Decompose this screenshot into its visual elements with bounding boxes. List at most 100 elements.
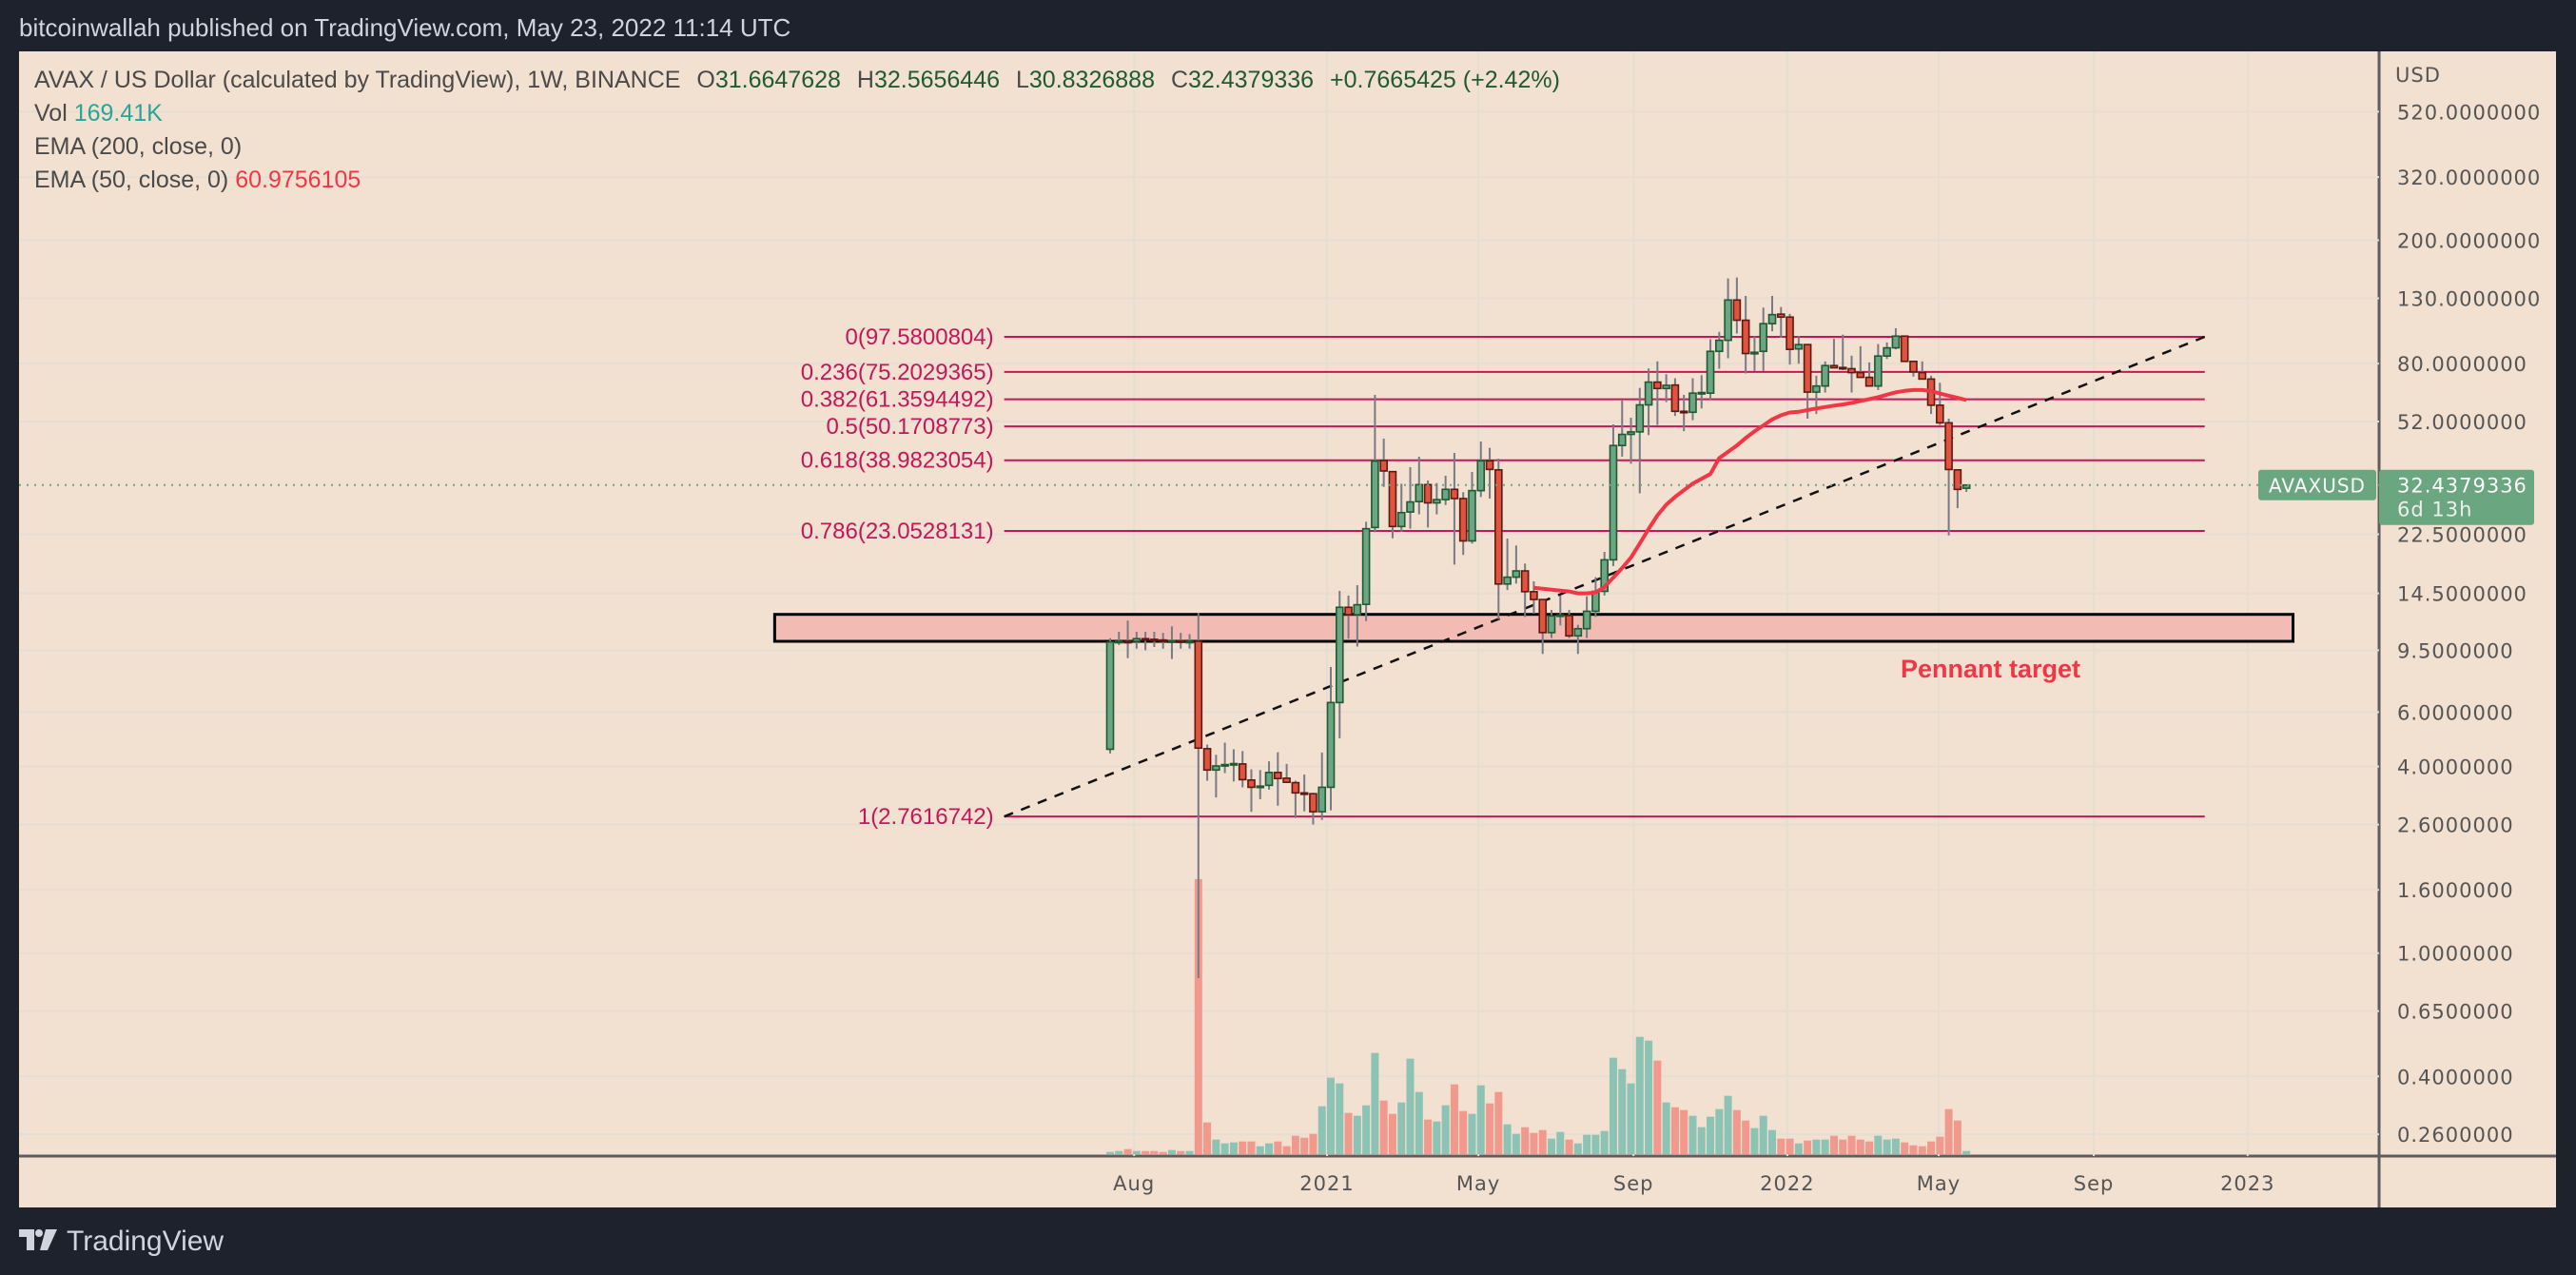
volume-bar — [1609, 1057, 1617, 1154]
volume-bar — [1239, 1141, 1247, 1154]
candle-body — [1485, 460, 1494, 471]
volume-bar — [1274, 1141, 1282, 1154]
volume-bar — [1583, 1134, 1591, 1154]
legend-ema200-row[interactable]: EMA (200, close, 0) — [34, 130, 1560, 164]
volume-bar — [1618, 1069, 1627, 1154]
candle-body — [1185, 640, 1194, 644]
candle-body — [1202, 748, 1212, 772]
volume-bar — [1909, 1145, 1918, 1154]
volume-bar — [1548, 1138, 1555, 1154]
candle-body — [1176, 639, 1185, 643]
price-axis-unit: USD — [2395, 64, 2441, 87]
footer: TradingView — [19, 1226, 224, 1258]
candle-body — [1891, 335, 1901, 349]
volume-bar — [1670, 1107, 1679, 1154]
close-value: 32.4379336 — [1188, 67, 1315, 93]
price-tick-label: 9.5000000 — [2397, 639, 2514, 662]
candle-body — [1874, 355, 1883, 387]
volume-bar — [1353, 1115, 1361, 1154]
candle-body — [1776, 313, 1786, 319]
volume-bar — [1512, 1133, 1520, 1154]
volume-bar — [1291, 1135, 1299, 1154]
price-tick-label: 1.0000000 — [2397, 943, 2514, 966]
volume-bar — [1327, 1077, 1335, 1154]
candle-body — [1520, 570, 1530, 593]
axes[interactable]: USD 520.0000000 320.0000000 200.0000000 130.… — [1113, 64, 2541, 1195]
price-tick-label: 2.6000000 — [2397, 814, 2514, 837]
candle-body — [1114, 640, 1123, 644]
fib-level-label: 0(97.5800804) — [845, 324, 993, 350]
volume-bar — [1309, 1133, 1317, 1154]
volume-bar — [1362, 1105, 1371, 1154]
legend-symbol-row[interactable]: AVAX / US Dollar (calculated by TradingV… — [34, 64, 1560, 97]
price-tick-label: 6.0000000 — [2397, 701, 2514, 724]
candle-body — [1688, 392, 1697, 414]
fib-level-label: 0.618(38.9823054) — [801, 448, 994, 474]
volume-bar — [1247, 1141, 1256, 1154]
volume-bar — [1786, 1138, 1794, 1154]
volume-bar — [1573, 1143, 1582, 1154]
legend-ema50-row[interactable]: EMA (50, close, 0) 60.9756105 — [34, 164, 1560, 197]
fib-level-label: 0.5(50.1708773) — [826, 414, 993, 440]
change-value: +0.7665425 (+2.42%) — [1330, 67, 1560, 93]
volume-bar — [1777, 1138, 1786, 1154]
candle-body — [1609, 444, 1618, 561]
volume-bar — [1265, 1143, 1274, 1154]
volume-bar — [1742, 1120, 1750, 1154]
volume-bar — [1688, 1115, 1697, 1154]
fib-retracement[interactable]: 0(97.5800804) 0.236(75.2029365)0.382(61.3… — [801, 324, 2205, 830]
volume-bar — [1388, 1113, 1396, 1154]
time-tick-label: May — [1456, 1172, 1500, 1195]
volume-bar — [1486, 1103, 1494, 1154]
volume-bar — [1794, 1143, 1803, 1154]
candle-body — [1821, 364, 1829, 387]
candle-body — [1662, 384, 1670, 390]
legend-volume-row[interactable]: Vol 169.41K — [34, 97, 1560, 130]
volume-bar — [1203, 1122, 1212, 1154]
vol-label: Vol — [34, 100, 68, 127]
candle-body — [1812, 384, 1821, 393]
candle-body — [1274, 772, 1282, 780]
volume-bar — [1344, 1112, 1353, 1154]
time-tick-label: 2022 — [1760, 1172, 1814, 1195]
candle-body — [1724, 299, 1732, 342]
price-tick-label: 14.5000000 — [2397, 583, 2527, 606]
fib-level-label: 1(2.7616742) — [858, 804, 994, 830]
volume-bar — [1150, 1150, 1159, 1154]
volume-bar — [1142, 1150, 1150, 1154]
candle-body — [1468, 489, 1476, 542]
candle-body — [1476, 460, 1486, 492]
volume-bar — [1441, 1105, 1450, 1154]
candle-body — [1617, 433, 1627, 447]
candle-body — [1547, 615, 1556, 634]
volume-bar — [1918, 1146, 1926, 1154]
volume-bar — [1212, 1139, 1220, 1154]
pennant-target-zone[interactable] — [772, 613, 2295, 643]
volume-bar — [1300, 1137, 1309, 1154]
volume-bar — [1397, 1102, 1406, 1154]
volume-bar — [1662, 1102, 1670, 1154]
candle-body — [1555, 614, 1565, 618]
candle-body — [1918, 371, 1927, 381]
candle-body — [1415, 483, 1424, 502]
open-value: 31.6647628 — [714, 67, 841, 93]
bar-countdown: 6d 13h — [2397, 499, 2472, 521]
price-tick-label: 130.0000000 — [2397, 287, 2541, 310]
candle-body — [1573, 627, 1583, 638]
candle-body — [1105, 640, 1115, 751]
candle-body — [1335, 606, 1344, 704]
candles — [1105, 277, 1971, 979]
volume-bar — [1591, 1134, 1600, 1154]
volume-bar — [1494, 1091, 1503, 1154]
zone-rect[interactable] — [772, 613, 2295, 643]
volume-bar — [1804, 1140, 1812, 1154]
candle-body — [1786, 316, 1794, 350]
volume-bar — [1750, 1128, 1759, 1154]
candle-body — [1299, 792, 1309, 795]
volume-bar — [1680, 1109, 1688, 1154]
candle-body — [1697, 391, 1707, 395]
candle-body — [1803, 343, 1812, 393]
candle-body — [1159, 638, 1167, 642]
volume-bar — [1927, 1141, 1936, 1154]
